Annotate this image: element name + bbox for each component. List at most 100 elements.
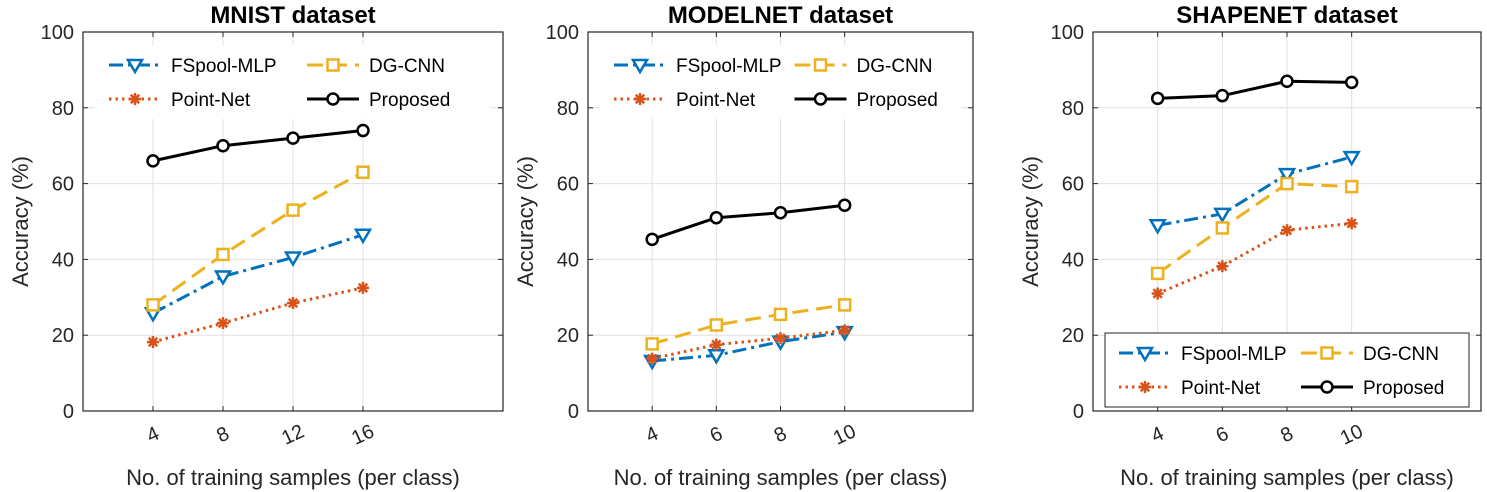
series-point-net: [1151, 217, 1358, 300]
y-tick-label: 20: [52, 325, 74, 347]
data-point: [1277, 167, 1297, 184]
data-point: [146, 298, 160, 312]
asterisk-stroke: [711, 339, 722, 350]
asterisk-stroke: [147, 336, 159, 348]
legend: FSpool-MLP DG-CNN Point-Net Proposed: [600, 45, 961, 119]
legend-item: FSpool-MLP: [1119, 344, 1287, 365]
x-tick-label: 16: [348, 420, 377, 449]
data-point: [216, 247, 230, 262]
data-point: [774, 332, 787, 345]
asterisk-stroke: [1139, 381, 1151, 393]
series-line: [1156, 182, 1352, 275]
x-tick-label: 6: [707, 423, 726, 448]
data-point: [1342, 150, 1361, 167]
data-point: [837, 198, 852, 212]
chart-panel-3: 0 20 40 60 80 100 4 6 8 10 SHAPENET dataset No. of …: [1018, 2, 1482, 490]
data-point: [1215, 88, 1230, 103]
data-point: [1151, 287, 1164, 300]
series-line: [152, 170, 364, 307]
data-point: [1344, 179, 1359, 194]
y-tick-label: 100: [546, 22, 579, 44]
data-point: [1216, 260, 1229, 273]
data-point: [1280, 176, 1294, 191]
legend-marker: [326, 92, 340, 106]
data-point: [1213, 207, 1232, 224]
data-point: [357, 281, 369, 294]
legend-item: Proposed: [1301, 378, 1444, 399]
series-line: [651, 203, 845, 241]
series-dg-cnn: [1150, 176, 1359, 281]
legend-marker: [1135, 346, 1155, 363]
data-point: [286, 131, 300, 145]
legend-box: [1104, 332, 1470, 408]
asterisk-stroke: [634, 93, 646, 105]
y-tick-label: 80: [52, 98, 74, 120]
legend-item: Point-Net: [614, 90, 756, 111]
legend-marker: [125, 58, 145, 75]
data-point: [709, 318, 724, 332]
legend-box: [600, 45, 961, 119]
x-axis-label: No. of training samples (per class): [126, 465, 460, 490]
legend-marker: [1139, 381, 1151, 393]
series-fspool-mlp: [1148, 150, 1361, 235]
data-point: [773, 307, 788, 322]
data-point: [646, 352, 659, 365]
series-point-net: [147, 281, 369, 349]
series-line: [1157, 155, 1353, 227]
chart-panel-1: 0 20 40 60 80 100 4 8 12 16 MNIST dataset No. of tr…: [8, 2, 504, 490]
x-axis-label: No. of training samples (per class): [1120, 465, 1454, 490]
series-proposed: [1150, 74, 1359, 106]
y-tick-label: 80: [1062, 98, 1084, 120]
series-line: [1157, 79, 1352, 100]
chart-title: SHAPENET dataset: [1176, 2, 1397, 29]
legend-item: Point-Net: [109, 90, 251, 111]
chart-panel-2: 0 20 40 60 80 100 4 6 8 10 MODELNET dataset No. of …: [513, 2, 974, 490]
legend-box: [95, 45, 491, 119]
series-point-net: [646, 324, 851, 365]
x-tick-label: 8: [213, 423, 232, 448]
data-point: [1215, 221, 1230, 235]
data-point: [353, 228, 373, 245]
series-proposed: [146, 123, 370, 168]
data-point: [710, 338, 723, 351]
x-tick-label: 10: [830, 420, 859, 449]
x-tick-label: 10: [1337, 420, 1366, 449]
y-tick-label: 40: [557, 249, 579, 271]
series-proposed: [645, 198, 852, 247]
legend: FSpool-MLP DG-CNN Point-Net Proposed: [95, 45, 491, 119]
x-axis-label: No. of training samples (per class): [614, 465, 948, 490]
series-line: [152, 129, 364, 163]
data-point: [283, 251, 303, 267]
asterisk-stroke: [129, 93, 141, 105]
legend-label: Proposed: [1363, 378, 1444, 399]
y-tick-label: 0: [63, 401, 74, 423]
asterisk-stroke: [1217, 261, 1228, 272]
y-tick-label: 40: [1062, 249, 1084, 271]
x-tick-label: 12: [278, 420, 307, 449]
y-tick-label: 0: [568, 401, 579, 423]
legend-item: DG-CNN: [794, 56, 933, 77]
legend-marker: [813, 58, 828, 72]
legend-label: DG-CNN: [857, 56, 933, 77]
y-tick-label: 100: [1051, 22, 1084, 44]
legend-label: FSpool-MLP: [171, 56, 277, 77]
y-tick-label: 100: [41, 22, 74, 44]
data-point: [1345, 217, 1358, 230]
data-point: [1280, 74, 1294, 89]
y-tick-label: 40: [52, 249, 74, 271]
x-tick-label: 4: [143, 423, 162, 448]
y-tick-label: 20: [557, 325, 579, 347]
legend-item: Point-Net: [1119, 378, 1261, 399]
data-point: [709, 210, 724, 225]
asterisk-stroke: [1152, 288, 1163, 299]
legend: FSpool-MLP DG-CNN Point-Net Proposed: [1104, 332, 1470, 408]
legend-marker: [634, 93, 646, 105]
series-line: [651, 303, 845, 346]
asterisk-stroke: [357, 282, 369, 293]
data-point: [773, 206, 788, 220]
x-tick-label: 6: [1213, 423, 1232, 448]
legend-label: Point-Net: [1181, 378, 1261, 399]
asterisk-stroke: [217, 317, 229, 329]
legend-label: Proposed: [369, 90, 450, 111]
data-point: [356, 165, 370, 179]
